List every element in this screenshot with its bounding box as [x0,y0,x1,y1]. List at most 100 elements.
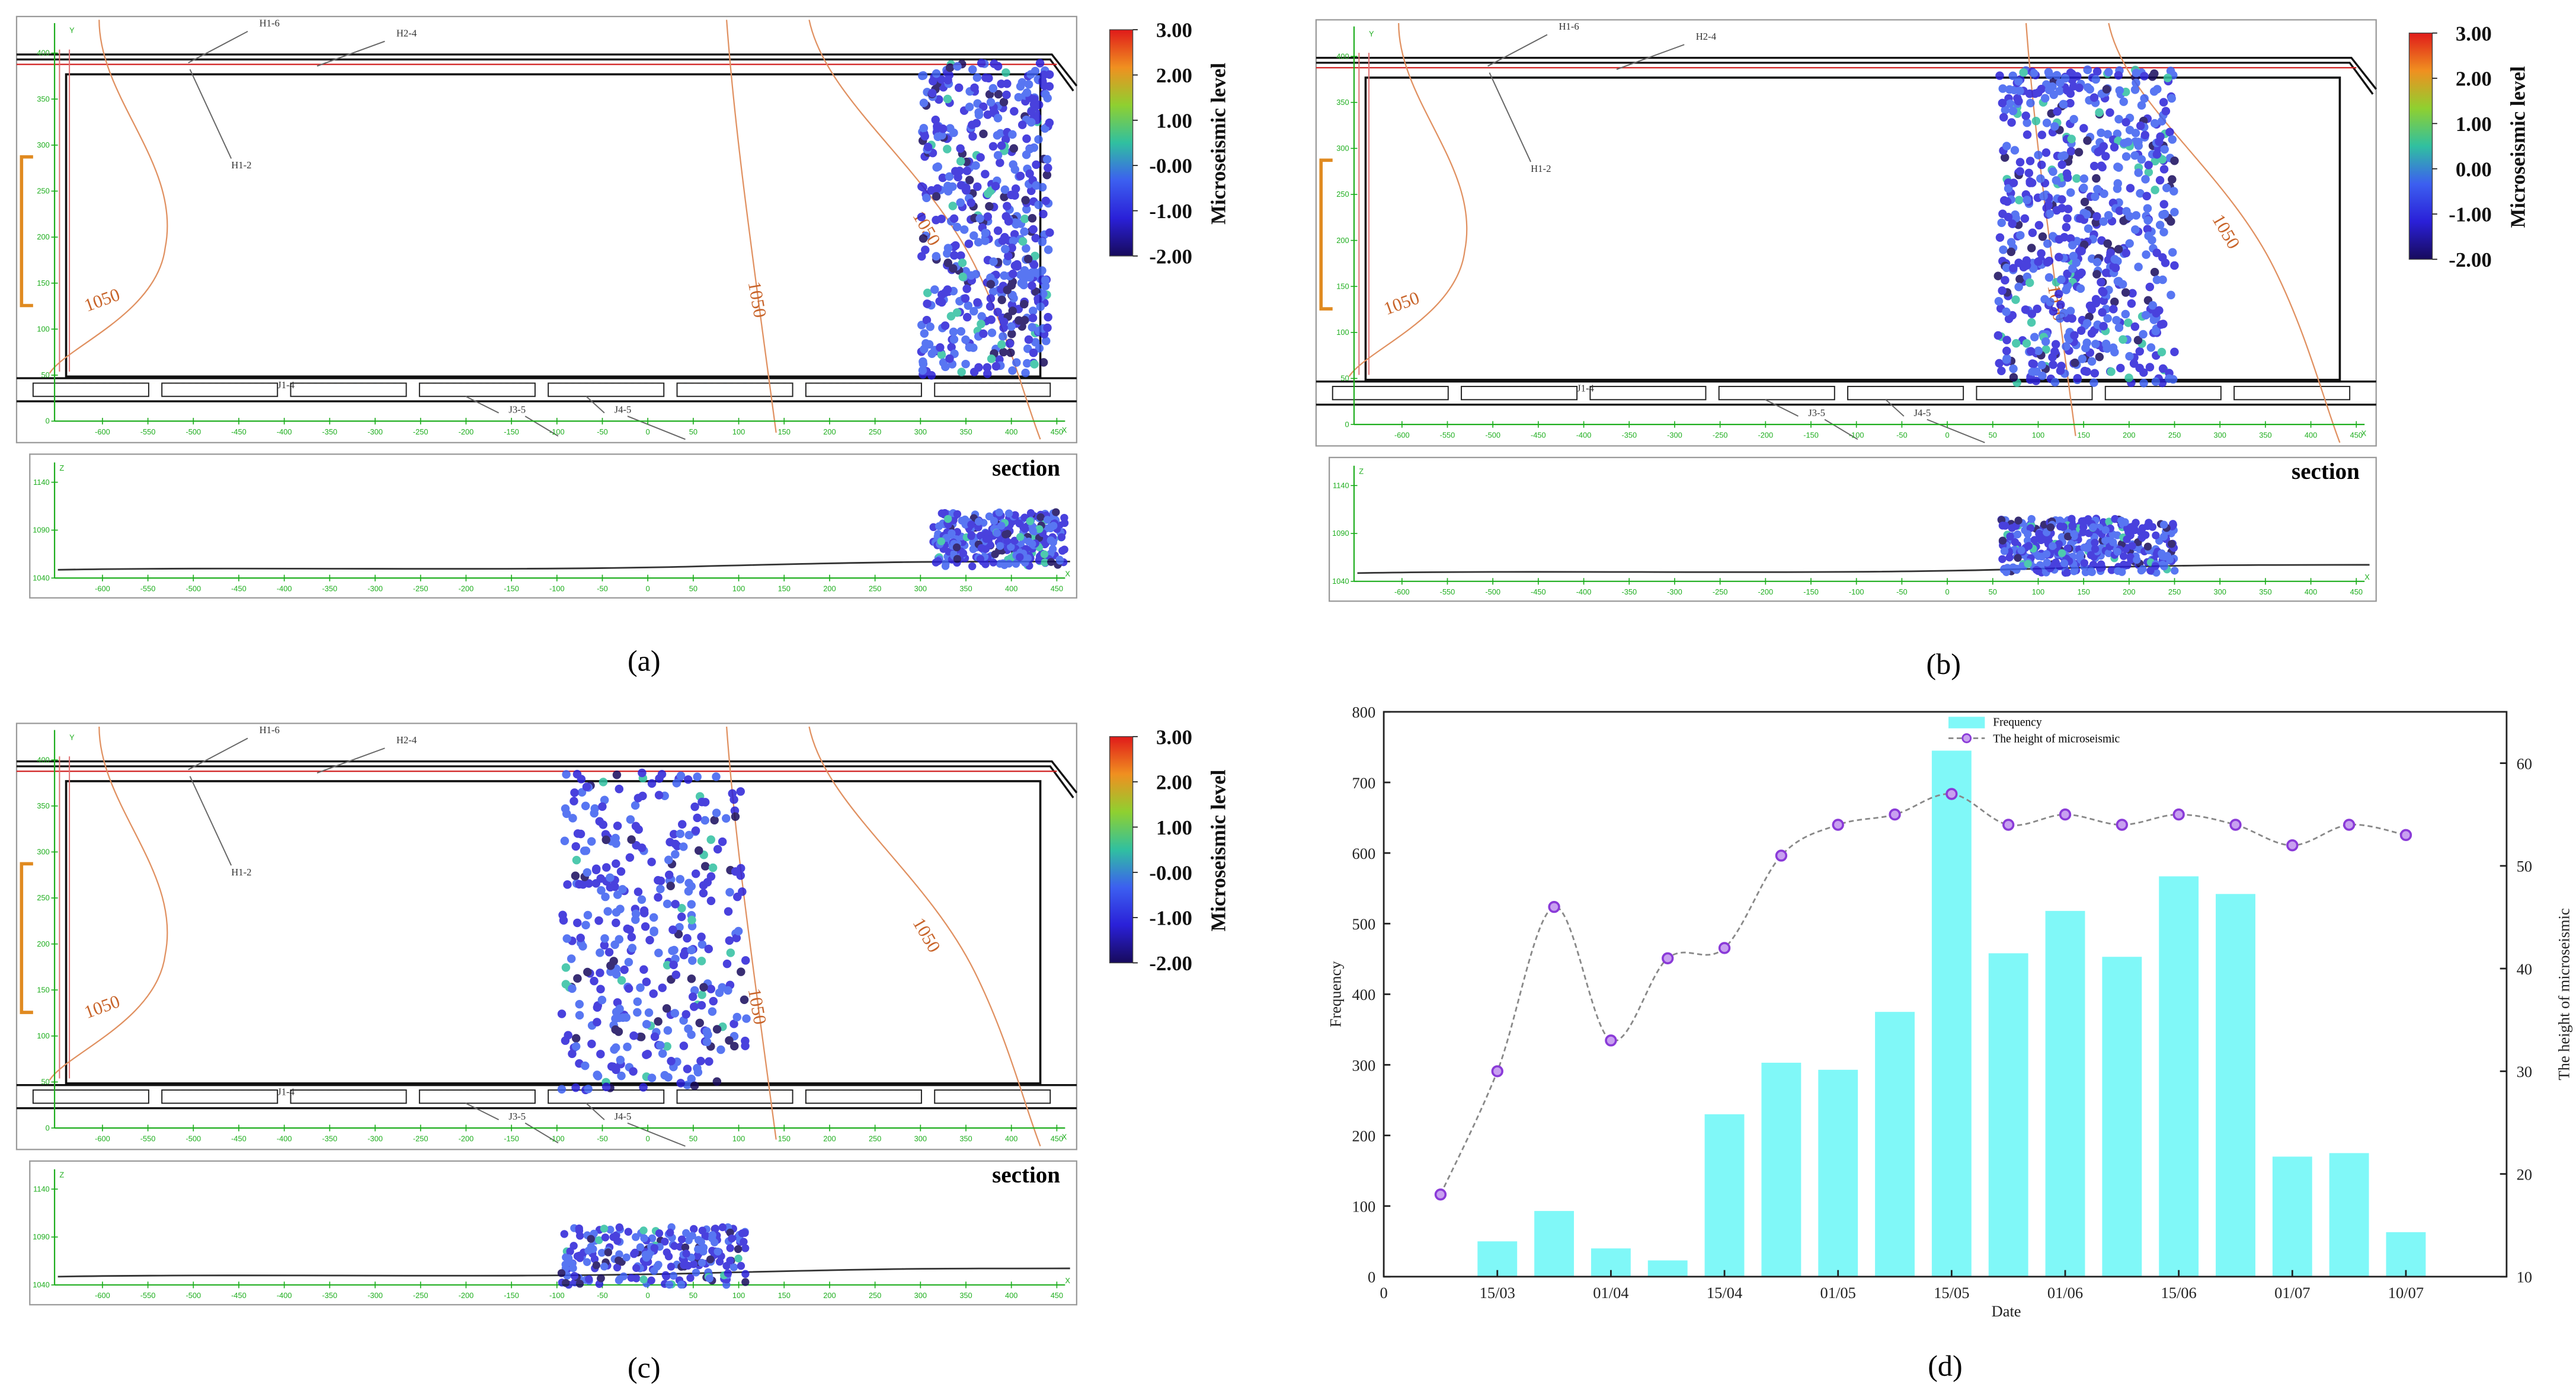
event [597,1274,605,1283]
event [597,995,607,1005]
event [2157,347,2167,357]
event [922,193,931,203]
event [737,1262,745,1270]
event [715,988,724,998]
section-x-tick-label: -150 [504,584,519,593]
event [996,158,1004,167]
event [654,1261,663,1269]
event [1003,79,1012,88]
event [2162,183,2171,193]
event [2128,542,2136,550]
bar [1704,1114,1745,1277]
roadway-segment [290,1089,407,1104]
event [2077,247,2086,255]
event [2158,275,2167,285]
colorbar-title: Microseismic level [1207,63,1230,225]
x-tick-label: -350 [322,427,338,436]
panel-label: (d) [1928,1349,1962,1382]
event [2004,184,2013,193]
event [987,354,996,363]
x-tick-label: -100 [1849,430,1864,439]
event [2021,305,2030,314]
event [2124,373,2133,382]
event [2055,87,2064,95]
event [958,272,968,282]
event [2143,542,2152,551]
event [1995,359,2004,368]
event [697,932,706,941]
section-x-tick-label: 0 [1945,587,1950,596]
event [2143,522,2152,530]
event [962,167,972,175]
event [1009,236,1018,245]
event [1032,181,1041,190]
event [597,1248,606,1257]
event [698,1226,707,1235]
colorbar-tick-label: 1.00 [1156,109,1192,132]
event [573,974,582,983]
event [2082,544,2091,552]
event [951,241,960,250]
event [2146,343,2156,352]
y-tick-label: 600 [1352,845,1375,862]
event [680,1261,688,1269]
axis-name: X [2361,429,2367,438]
event [676,829,685,839]
section-label: section [992,1162,1060,1188]
event [583,868,592,877]
event [968,562,977,571]
event [2125,239,2134,248]
event [1043,323,1052,333]
event [2132,78,2140,88]
contour [49,727,168,1081]
event [2026,98,2035,108]
event [587,1039,596,1049]
shaft [20,155,33,308]
section-x-tick-label: -450 [1531,587,1546,596]
event [1030,360,1039,369]
event [2157,117,2167,126]
y-tick-label: 250 [37,187,49,196]
event [2152,248,2161,257]
section-x-tick-label: 250 [869,1291,881,1300]
event [1025,169,1034,178]
event [2012,339,2021,348]
x-tick-label: 450 [2350,430,2363,439]
event [2015,87,2024,95]
event [2009,264,2018,273]
event [2044,273,2054,282]
y-tick-label: 100 [1352,1198,1375,1216]
event [569,1264,577,1273]
event [2143,204,2152,213]
event [711,1225,719,1233]
event [1022,134,1031,143]
event [576,934,585,942]
x-tick-label: -350 [322,1134,338,1143]
contour [808,726,1041,1147]
event [2104,549,2113,558]
event [2119,335,2127,344]
event [974,517,983,526]
event [964,239,974,248]
section-x-tick-label: 200 [2123,587,2135,596]
event [697,957,706,966]
event [967,532,975,541]
panel-label: (b) [1926,647,1960,680]
leader-line [189,776,232,866]
axis-name: X [1065,569,1070,578]
section-x-tick-label: 100 [732,1291,745,1300]
event [2123,535,2131,544]
event [624,957,633,967]
event [1047,558,1055,566]
event [919,98,929,107]
x-tick-label: 15/05 [1934,1284,1969,1302]
x-tick-label: -400 [277,1134,292,1143]
event [1041,276,1050,285]
y2-tick-label: 60 [2517,755,2532,772]
section-x-tick-label: 350 [2259,587,2271,596]
x-tick-label: -400 [277,427,292,436]
event [669,960,678,970]
roadway-segment [418,382,536,397]
event [2064,532,2072,541]
section-x-tick-label: 0 [646,584,650,593]
